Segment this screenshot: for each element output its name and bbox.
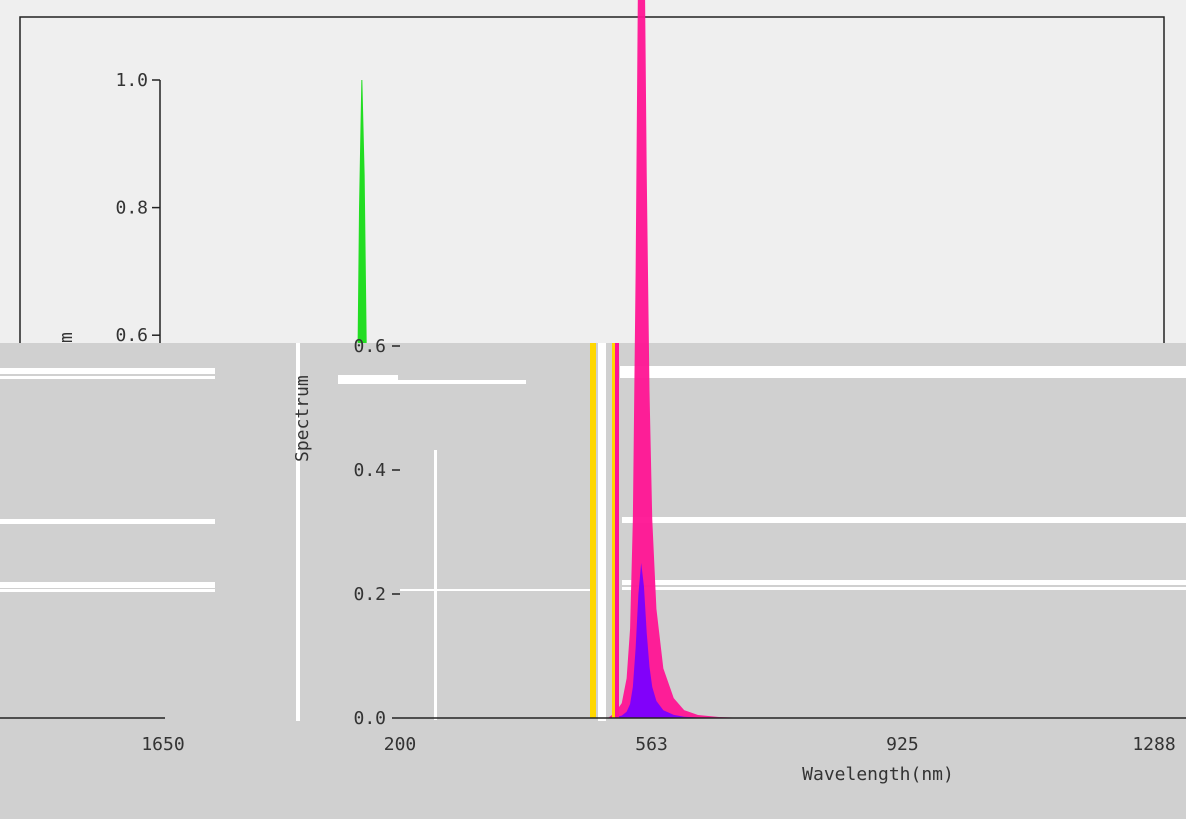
glitch-streak: [620, 366, 1186, 378]
glitch-streak: [338, 375, 398, 383]
glitch-streak: [0, 368, 215, 374]
glitch-streak: [622, 517, 1186, 523]
x-tick-label: 563: [635, 734, 668, 755]
y-tick-label: 0.6: [353, 336, 386, 357]
y-axis-title-fragment: m: [56, 332, 77, 343]
glitch-streak: [400, 589, 590, 591]
x-axis-title: Wavelength(nm): [802, 764, 954, 785]
spectrum-glitch-magenta-bar: [615, 343, 619, 718]
glitch-streak: [622, 587, 1186, 590]
glitch-vertical-streak: [434, 450, 437, 720]
spectrum-glitch-violet: [607, 563, 747, 718]
glitch-streak: [0, 519, 215, 524]
glitch-streak: [0, 376, 215, 379]
y-tick-label: 0.6: [115, 325, 148, 346]
x-tick-label-fragment: 1650: [141, 734, 184, 755]
glitch-streak: [0, 589, 215, 592]
y-tick-label: 0.4: [353, 460, 386, 481]
spectrum-glitch-yellow: [590, 343, 596, 718]
glitch-streak: [622, 580, 1186, 585]
x-tick-label: 925: [886, 734, 919, 755]
y-axis-title: Spectrum: [292, 375, 313, 462]
y-tick-label: 0.8: [115, 198, 148, 219]
glitch-vertical-streak: [598, 343, 606, 721]
x-tick-label: 1288: [1132, 734, 1175, 755]
y-tick-label: 0.0: [353, 708, 386, 729]
glitch-streak: [338, 380, 526, 384]
y-tick-label: 0.2: [353, 584, 386, 605]
x-tick-label: 200: [384, 734, 417, 755]
glitch-streak: [0, 582, 215, 588]
glitch-vertical-streak: [296, 343, 300, 721]
y-tick-label: 1.0: [115, 70, 148, 91]
spectrum-glitch-magenta: [607, 0, 747, 718]
